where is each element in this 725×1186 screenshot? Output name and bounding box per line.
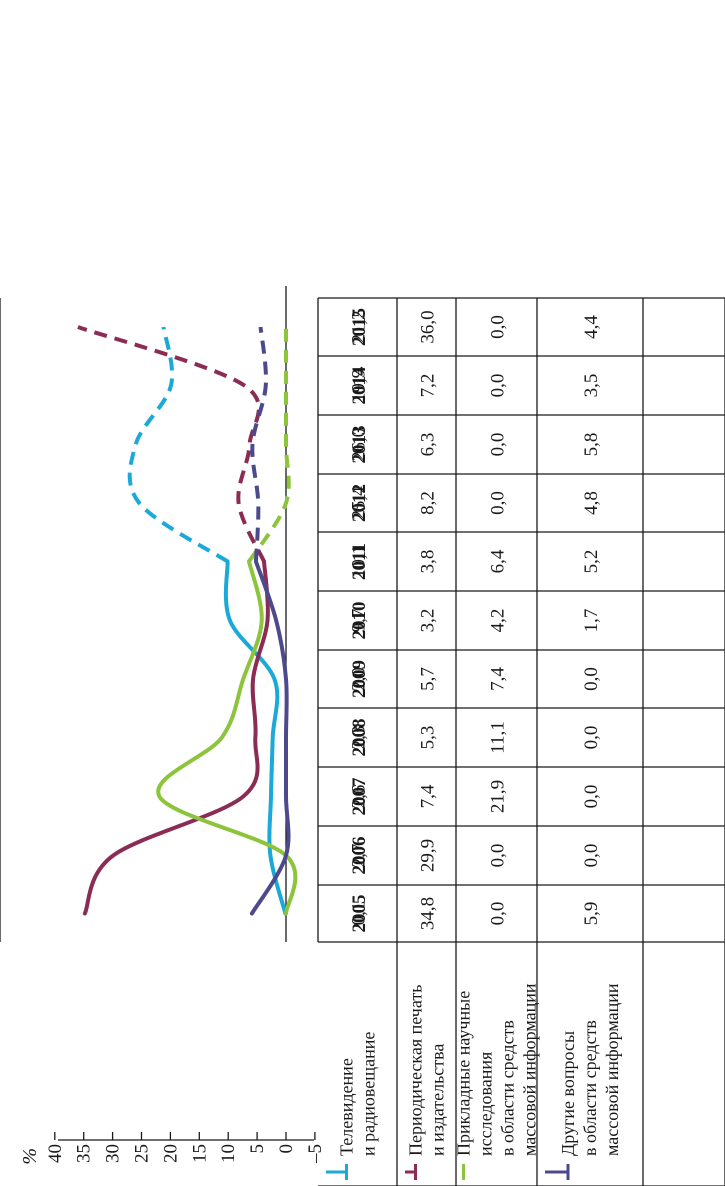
table-cell: 34,8: [418, 897, 439, 930]
table-cell: 21,2: [349, 310, 370, 343]
table-cell: 5,9: [581, 902, 602, 926]
y-tick-label: 30: [103, 1144, 124, 1163]
series-label: Периодическая печать: [406, 985, 426, 1156]
table-cell: 9,7: [349, 609, 370, 633]
year-header: 2014: [349, 366, 370, 405]
y-axis: 40 35 30 25 20 15 10 5 0 –5%: [19, 286, 326, 1165]
table-cell: 36,0: [418, 310, 439, 343]
table-cell: 3,2: [418, 609, 439, 633]
y-tick-label: –5: [305, 1144, 326, 1164]
year-header: 2012: [349, 484, 370, 522]
table-cell: 4,2: [488, 609, 509, 633]
series-line-solid: [249, 559, 291, 916]
series-line-dashed: [127, 326, 229, 564]
y-tick-label: 20: [160, 1144, 181, 1163]
table-cell: 3,8: [418, 550, 439, 574]
table-cell: 0,0: [581, 844, 602, 868]
series-label: массовой информации: [602, 983, 622, 1156]
table-cell: 0,0: [488, 844, 509, 868]
table-cell: 19,9: [349, 369, 370, 402]
table-cell: 3,5: [581, 374, 602, 398]
table-cell: 1,7: [581, 609, 602, 633]
table-cell: 26,0: [349, 428, 370, 461]
table-cell: 0,0: [488, 315, 509, 339]
table-cell: 11,1: [488, 721, 509, 754]
table-cell: 2,7: [349, 844, 370, 868]
table-cell: 5,2: [581, 550, 602, 574]
year-header: 2006: [349, 837, 370, 875]
year-header: 2008: [349, 719, 370, 757]
y-tick-label: 5: [247, 1144, 268, 1154]
table-cell: 5,8: [581, 433, 602, 457]
year-header: 2015: [349, 308, 370, 346]
series-label: и издательства: [428, 1044, 448, 1156]
series-line-dashed: [250, 326, 268, 562]
table-cell: 0,1: [349, 902, 370, 926]
series-line-solid: [223, 559, 288, 916]
series-label: Телевидение: [337, 1058, 357, 1156]
table-cell: 8,2: [418, 491, 439, 515]
series-label: Прикладные научные: [454, 991, 474, 1156]
y-axis-unit: %: [19, 1148, 41, 1165]
year-header: 2005: [349, 895, 370, 933]
year-header: 2007: [349, 777, 370, 816]
table-cell: 2,3: [349, 726, 370, 750]
series-label: Другие вопросы: [558, 1031, 578, 1156]
y-tick-label: 10: [218, 1144, 239, 1163]
y-tick-label: 35: [74, 1144, 95, 1163]
table-cell: 29,9: [418, 839, 439, 872]
year-header: 2011: [349, 543, 370, 580]
y-tick-label: 25: [132, 1144, 153, 1163]
y-tick-label: 15: [189, 1144, 210, 1163]
table-cell: 0,0: [581, 785, 602, 809]
year-header: 2010: [349, 602, 370, 640]
series-lines: [77, 325, 298, 916]
table-cell: 0,0: [581, 726, 602, 750]
table-cell: 0,0: [581, 667, 602, 691]
series-label: и радиовещание: [359, 1032, 379, 1156]
table-cell: 0,0: [488, 491, 509, 515]
table-cell: 2,6: [349, 785, 370, 809]
series-label: массовой информации: [520, 983, 540, 1156]
data-table: 2005200620072008200920102011201220132014…: [0, 297, 725, 1186]
series-line-dashed: [77, 325, 266, 563]
table-cell: 10,1: [349, 545, 370, 578]
table-cell: 7,4: [418, 784, 439, 808]
table-cell: 0,0: [488, 902, 509, 926]
series-line-dashed: [247, 327, 291, 563]
table-cell: 0,0: [488, 433, 509, 457]
table-cell: 6,3: [418, 433, 439, 457]
table-cell: 4,8: [581, 491, 602, 515]
series-line-solid: [82, 559, 270, 916]
table-cell: 21,9: [488, 780, 509, 813]
year-header: 2009: [349, 660, 370, 698]
series-label: в области средств: [498, 1020, 518, 1156]
y-tick-label: 40: [45, 1144, 66, 1163]
table-cell: 7,4: [488, 667, 509, 691]
table-cell: 7,2: [418, 374, 439, 398]
y-tick-label: 0: [276, 1144, 297, 1154]
table-cell: 5,3: [418, 726, 439, 750]
series-label: в области средств: [580, 1020, 600, 1156]
table-cell: 2,0: [349, 667, 370, 691]
table-cell: 4,4: [581, 315, 602, 339]
table-cell: 5,7: [418, 667, 439, 691]
table-cell: 6,4: [488, 549, 509, 573]
year-header: 2013: [349, 426, 370, 464]
table-cell: 0,0: [488, 374, 509, 398]
series-label: исследования: [476, 1052, 496, 1156]
table-cell: 25,4: [349, 486, 370, 520]
